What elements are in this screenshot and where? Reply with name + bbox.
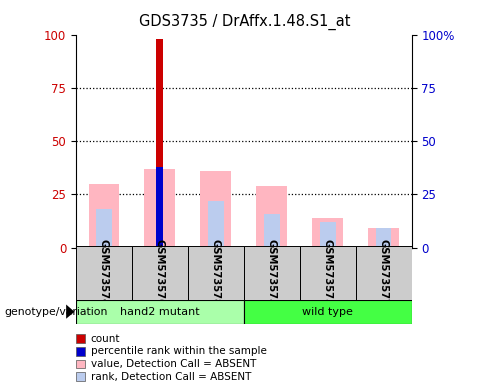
Bar xyxy=(200,171,231,248)
Bar xyxy=(89,184,119,248)
Bar xyxy=(320,222,336,248)
Bar xyxy=(96,209,112,248)
Text: wild type: wild type xyxy=(302,307,353,317)
Bar xyxy=(356,246,412,301)
Bar xyxy=(76,246,132,301)
Bar xyxy=(145,169,175,248)
Text: rank, Detection Call = ABSENT: rank, Detection Call = ABSENT xyxy=(91,372,251,382)
Text: hand2 mutant: hand2 mutant xyxy=(120,307,200,317)
Text: GSM573573: GSM573573 xyxy=(267,239,277,306)
Bar xyxy=(312,218,343,248)
Text: GSM573578: GSM573578 xyxy=(211,239,221,306)
Bar xyxy=(368,228,399,248)
Bar xyxy=(156,39,164,248)
Text: percentile rank within the sample: percentile rank within the sample xyxy=(91,346,267,356)
Polygon shape xyxy=(66,305,74,319)
Bar xyxy=(264,214,280,248)
Bar xyxy=(244,300,412,324)
Bar xyxy=(208,201,223,248)
Bar xyxy=(132,246,188,301)
Bar xyxy=(156,167,164,248)
Text: GSM573577: GSM573577 xyxy=(379,239,389,306)
Bar xyxy=(244,246,300,301)
Text: value, Detection Call = ABSENT: value, Detection Call = ABSENT xyxy=(91,359,256,369)
Text: GSM573576: GSM573576 xyxy=(155,239,165,306)
Text: GSM573574: GSM573574 xyxy=(99,239,109,306)
Text: GSM573575: GSM573575 xyxy=(323,239,333,306)
Text: count: count xyxy=(91,334,120,344)
Bar xyxy=(300,246,356,301)
Text: genotype/variation: genotype/variation xyxy=(4,307,107,317)
Bar xyxy=(188,246,244,301)
Bar xyxy=(256,186,287,248)
Bar xyxy=(376,228,392,248)
Text: GDS3735 / DrAffx.1.48.S1_at: GDS3735 / DrAffx.1.48.S1_at xyxy=(139,13,351,30)
Bar xyxy=(76,300,244,324)
